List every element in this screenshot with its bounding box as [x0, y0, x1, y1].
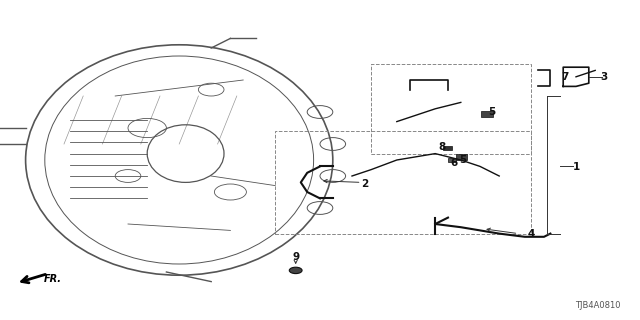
- Text: 1: 1: [572, 162, 580, 172]
- Bar: [456, 154, 467, 160]
- Text: 3: 3: [600, 72, 607, 83]
- Text: 5: 5: [459, 155, 467, 165]
- Text: 8: 8: [438, 142, 446, 152]
- Text: 6: 6: [451, 158, 458, 168]
- Text: 7: 7: [561, 72, 569, 83]
- Bar: [275, 131, 531, 234]
- Text: TJB4A0810: TJB4A0810: [575, 301, 621, 310]
- Text: FR.: FR.: [44, 274, 61, 284]
- Text: 2: 2: [361, 179, 369, 189]
- Bar: [481, 111, 493, 117]
- Bar: [443, 146, 452, 150]
- Text: 4: 4: [527, 228, 535, 239]
- Bar: [448, 158, 456, 162]
- Circle shape: [289, 267, 302, 274]
- Text: 9: 9: [292, 252, 300, 262]
- Bar: [371, 64, 531, 154]
- Text: 5: 5: [488, 107, 495, 117]
